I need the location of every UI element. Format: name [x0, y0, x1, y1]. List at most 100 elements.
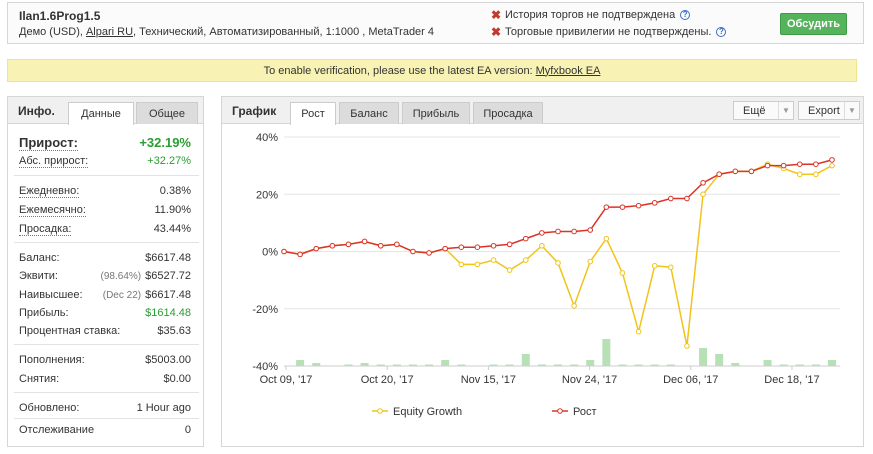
data-point: [587, 258, 594, 265]
monthly-row: Ежемесячно: 11.90%: [19, 204, 191, 217]
data-point: [829, 162, 835, 169]
help-icon[interactable]: ?: [716, 27, 727, 37]
tab-growth[interactable]: Рост: [290, 102, 336, 125]
data-point: [458, 244, 465, 251]
deposits-row: Пополнения: $5003.00: [19, 354, 191, 366]
data-point: [506, 267, 513, 273]
data-point: [555, 260, 561, 266]
drawdown-label: Просадка:: [19, 223, 72, 236]
warning-privileges-text: Торговые привилегии не подтверждены.: [505, 26, 712, 38]
data-point: [700, 191, 706, 198]
data-point: [829, 157, 835, 163]
help-icon[interactable]: ?: [680, 10, 691, 20]
more-dropdown[interactable]: Ещё ▼: [733, 101, 794, 120]
legend-label: Рост: [573, 406, 597, 418]
more-label: Ещё: [743, 104, 766, 117]
banner-link[interactable]: Myfxbook EA: [535, 64, 601, 77]
volume-bar: [618, 364, 627, 366]
equity-label: Эквити:: [19, 270, 58, 282]
growth-chart: 40% 20% 0% -20% -40%Oct 09, '17 Oct 20, '17 No…: [252, 132, 840, 418]
volume-bar: [408, 364, 417, 366]
volume-bar: [699, 348, 708, 366]
tab-general[interactable]: Общее: [136, 102, 198, 124]
tab-balance[interactable]: Баланс: [339, 102, 399, 124]
volume-bar: [731, 363, 740, 366]
data-point: [813, 161, 819, 167]
export-label: Export: [808, 104, 840, 117]
info-title: Инфо.: [18, 104, 55, 118]
updated-value: 1 Hour ago: [136, 402, 191, 414]
daily-row: Ежедневно: 0.38%: [19, 185, 191, 198]
y-tick-label: -20%: [252, 304, 278, 316]
abs-gain-value: +32.27%: [147, 155, 191, 167]
monthly-label: Ежемесячно:: [19, 204, 86, 217]
legend-marker: [377, 408, 383, 414]
info-tabbar: Инфо. Данные Общее: [8, 97, 203, 125]
tab-profit[interactable]: Прибыль: [402, 102, 470, 124]
volume-bar: [570, 364, 579, 366]
x-tick-label: Oct 09, '17: [260, 374, 313, 386]
data-point: [668, 264, 674, 271]
volume-bar: [360, 363, 369, 366]
volume-bar: [811, 364, 820, 366]
volume-bar: [296, 360, 305, 366]
divider: [14, 344, 199, 345]
highest-value: $6617.48: [145, 289, 191, 301]
data-point: [603, 204, 610, 210]
warning-history: ✖ История торгов не подтверждена ?: [491, 7, 726, 23]
volume-bar: [828, 360, 836, 366]
data-point: [571, 303, 577, 309]
export-dropdown[interactable]: Export ▼: [798, 101, 860, 120]
x-icon: ✖: [491, 8, 502, 22]
data-point: [377, 242, 384, 249]
data-point: [313, 245, 320, 252]
data-point: [764, 162, 771, 169]
data-point: [506, 241, 513, 248]
abs-gain-label: Абс. прирост:: [19, 155, 89, 168]
legend-label: Equity Growth: [393, 406, 462, 418]
y-tick-label: 20%: [256, 189, 278, 201]
x-tick-label: Dec 06, '17: [663, 374, 718, 386]
verification-banner: To enable verification, please use the l…: [7, 59, 857, 82]
updated-label: Обновлено:: [19, 402, 80, 414]
data-point: [345, 241, 352, 248]
data-point: [684, 343, 690, 349]
highest-label: Наивысшее:: [19, 289, 83, 301]
tab-data[interactable]: Данные: [68, 102, 134, 125]
divider: [14, 392, 199, 393]
highest-row: Наивысшее: (Dec 22) $6617.48: [19, 289, 191, 301]
data-point: [474, 244, 481, 251]
data-point: [732, 168, 739, 175]
volume-bar: [392, 364, 401, 366]
chart-tabbar: График Рост Баланс Прибыль Просадка Ещё …: [222, 97, 863, 125]
data-point: [748, 168, 755, 175]
gain-row: Прирост: +32.19%: [19, 135, 191, 151]
volume-bar: [312, 363, 321, 366]
discuss-button[interactable]: Обсудить: [780, 13, 847, 35]
balance-label: Баланс:: [19, 252, 60, 264]
monthly-value: 11.90%: [154, 204, 192, 216]
data-point: [796, 171, 803, 178]
info-panel: Инфо. Данные Общее Прирост: +32.19% Абс.…: [7, 96, 204, 447]
volume-bar: [586, 360, 595, 366]
verification-warnings: ✖ История торгов не подтверждена ? ✖ Тор…: [491, 7, 727, 41]
data-point: [651, 263, 658, 269]
data-point: [716, 171, 722, 178]
x-tick-label: Dec 18, '17: [764, 374, 819, 386]
volume-bar: [376, 364, 385, 366]
data-point: [813, 171, 819, 178]
equity-value: $6527.72: [145, 270, 191, 282]
series-line: [283, 163, 833, 347]
broker-link[interactable]: Alpari RU: [85, 26, 134, 38]
warning-history-text: История торгов не подтверждена: [505, 9, 676, 21]
data-point: [522, 235, 529, 242]
data-point: [700, 180, 706, 186]
balance-value: $6617.48: [145, 252, 191, 264]
withdrawals-label: Снятия:: [19, 373, 60, 385]
x-icon: ✖: [491, 25, 502, 39]
tab-drawdown[interactable]: Просадка: [473, 102, 543, 124]
data-point: [603, 235, 610, 242]
withdrawals-row: Снятия: $0.00: [19, 373, 191, 385]
data-point: [635, 202, 642, 209]
divider: [14, 418, 199, 419]
